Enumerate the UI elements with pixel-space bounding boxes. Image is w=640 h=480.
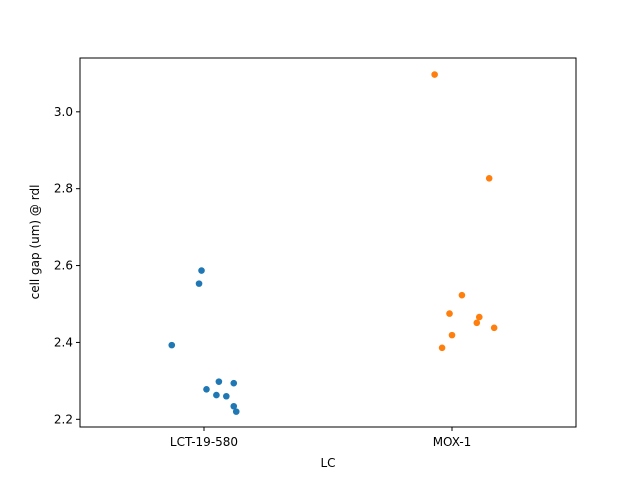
data-point-mox-1	[458, 291, 466, 299]
data-point-lct-19-580	[215, 378, 223, 385]
data-point-lct-19-580	[168, 341, 176, 349]
data-point-mox-1	[448, 331, 456, 339]
plot-area	[80, 58, 576, 427]
data-point-mox-1	[473, 319, 481, 327]
data-point-lct-19-580	[198, 267, 205, 274]
data-point-lct-19-580	[223, 392, 230, 400]
y-tick-label: 2.8	[54, 182, 73, 196]
data-point-mox-1	[446, 310, 453, 317]
data-point-mox-1	[490, 324, 498, 332]
y-tick-label: 2.6	[54, 259, 73, 273]
data-point-lct-19-580	[230, 402, 238, 410]
y-tick-label: 2.4	[54, 335, 73, 349]
data-point-mox-1	[431, 71, 438, 78]
points-layer	[168, 71, 498, 415]
axes-layer: LCT-19-580 MOX-1 2.2 2.4 2.6 2.8 3.0	[54, 105, 471, 449]
x-tick-label: LCT-19-580	[170, 435, 238, 449]
data-point-lct-19-580	[230, 379, 238, 387]
y-tick-label: 3.0	[54, 105, 73, 119]
data-point-lct-19-580	[195, 280, 203, 287]
data-point-lct-19-580	[213, 391, 220, 399]
data-point-mox-1	[475, 313, 483, 321]
data-point-lct-19-580	[203, 386, 210, 393]
plot-frame	[79, 57, 577, 428]
data-point-lct-19-580	[232, 408, 240, 415]
y-axis-label: cell gap (um) @ rdl	[28, 185, 42, 300]
data-point-mox-1	[438, 344, 446, 352]
x-axis-label: LC	[320, 456, 335, 470]
data-point-mox-1	[485, 175, 493, 182]
x-tick-label: MOX-1	[433, 435, 472, 449]
y-tick-label: 2.2	[54, 412, 73, 426]
